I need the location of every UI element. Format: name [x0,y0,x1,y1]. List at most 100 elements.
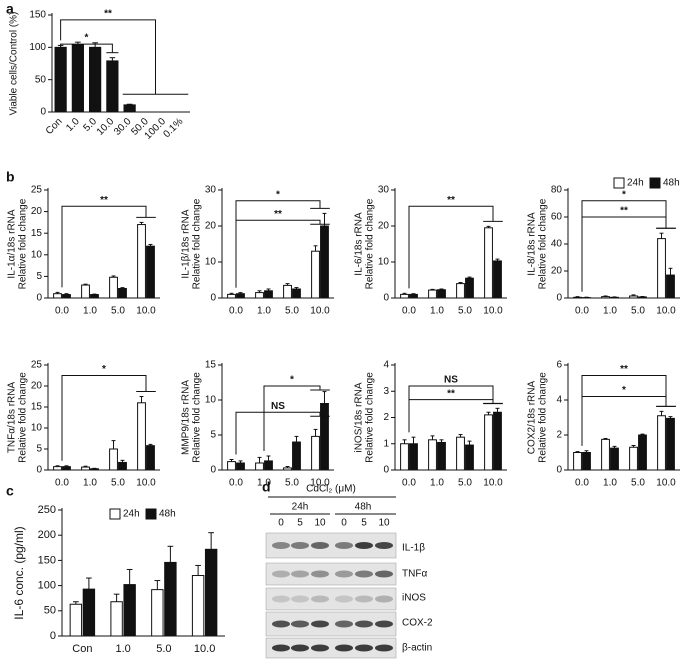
dose-label: 5 [361,518,367,529]
bar [236,462,245,471]
bar [81,284,90,299]
bar [638,434,647,471]
blot-band [311,542,329,549]
legend-swatch [613,177,625,189]
x-tick-label: Con [44,116,65,137]
blot-band [375,570,393,578]
y-tick-label: 0 [556,465,562,476]
x-tick-label: 0.0 [55,306,69,317]
significance-bracket [581,216,667,292]
bar [123,104,136,113]
blot-band [291,542,309,549]
blot-band [291,570,309,578]
bar [629,295,638,299]
significance-label: * [276,189,280,200]
x-tick-label: 10.0 [136,478,156,489]
time-label: 24h [292,502,309,513]
y-tick-label: 10 [205,395,217,406]
bar [437,289,446,299]
y-tick-label: 25 [31,185,43,196]
x-tick-label: 10.0 [136,306,156,317]
bar [465,277,474,299]
significance-label: * [85,33,89,44]
blot-band [355,542,373,549]
bar [428,439,437,471]
blot-band [311,644,329,652]
significance-label: ** [274,209,282,220]
x-tick-label: 0.0 [402,478,416,489]
y-tick-label: 20 [551,266,563,277]
x-tick-label: 5.0 [156,643,171,655]
x-tick-label: 10.0 [656,478,676,489]
bar [110,601,123,637]
y-tick-label: 30 [205,185,217,196]
panel-label: a [6,1,14,17]
x-tick-label: 1.0 [257,306,271,317]
significance-bracket [235,411,321,455]
y-tick-label: 50 [44,605,56,617]
bar [400,293,409,299]
bar [610,296,619,299]
x-tick-label: 0.0 [575,478,589,489]
y-tick-label: 4 [383,360,389,371]
y-axis-label: TNFα/18s rRNA [7,381,18,453]
bar [255,292,264,299]
band-label: COX-2 [402,618,433,629]
x-tick-label: 5.0 [285,306,299,317]
significance-label: * [102,364,106,375]
y-tick-label: 10 [31,423,43,434]
x-tick-label: 5.0 [631,306,645,317]
bar [638,296,647,299]
significance-label: * [290,375,294,386]
bar [255,462,264,471]
bar [465,444,474,471]
significance-bracket [581,396,667,446]
y-tick-label: 3 [383,386,389,397]
significance-bracket [235,219,321,288]
band-label: iNOS [402,593,426,604]
significance-bracket [408,399,494,433]
x-tick-label: 5.0 [285,478,299,489]
bar [456,436,465,471]
blot-band [311,620,329,628]
x-tick-label: 0.0 [402,306,416,317]
y-tick-label: 60 [551,212,563,223]
significance-label: NS [271,401,285,412]
y-tick-label: 0 [210,293,216,304]
blot-strip [265,532,397,559]
blot-strip [265,637,397,659]
bar [484,227,493,299]
bar [227,293,236,299]
y-tick-label: 2 [383,412,389,423]
bar [456,283,465,299]
bar [409,443,418,471]
x-tick-label: 1.0 [64,116,82,134]
blot-strip [265,562,397,586]
x-tick-label: 1.0 [430,306,444,317]
y-tick-label: 0 [36,465,42,476]
y-axis-label: Relative fold change [365,198,376,289]
x-tick-label: 10.0 [310,306,330,317]
bar [90,294,99,299]
bar [428,289,437,299]
blot-band [335,620,353,628]
y-axis-label: Relative fold change [18,372,29,463]
bar [610,447,619,471]
bar [54,46,67,113]
bar [62,466,71,471]
y-tick-label: 150 [29,10,46,21]
significance-bracket [60,43,113,53]
bar [573,296,582,299]
blot-band [291,644,309,652]
y-tick-label: 0 [210,465,216,476]
bar [53,293,62,299]
bar [106,60,119,113]
bar [81,466,90,471]
bar [236,293,245,299]
legend-label: 48h [159,509,176,520]
bar [484,414,493,471]
x-tick-label: 10.0 [483,306,503,317]
bar [283,467,292,471]
panel-label: b [6,169,15,185]
